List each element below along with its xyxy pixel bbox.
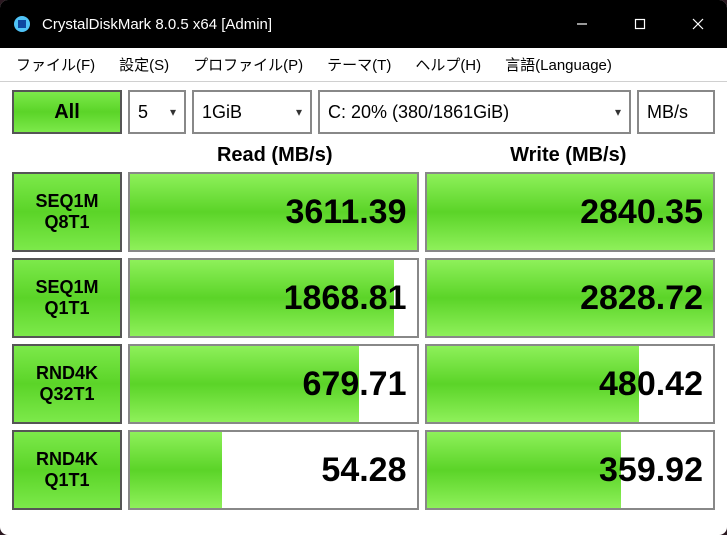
menu-file[interactable]: ファイル(F): [8, 50, 103, 79]
menu-help[interactable]: ヘルプ(H): [407, 50, 489, 79]
read-bar: [130, 432, 222, 508]
read-value: 3611.39: [285, 193, 406, 232]
test-label-1: RND4K: [36, 449, 98, 470]
run-test-button[interactable]: RND4KQ32T1: [12, 344, 122, 424]
menubar: ファイル(F) 設定(S) プロファイル(P) テーマ(T) ヘルプ(H) 言語…: [0, 48, 727, 82]
result-row: SEQ1MQ1T1 1868.81 2828.72: [12, 258, 715, 338]
unit-value: MB/s: [647, 102, 688, 123]
write-cell: 2828.72: [425, 258, 716, 338]
chevron-down-icon: ▾: [170, 105, 176, 119]
result-row: SEQ1MQ8T1 3611.39 2840.35: [12, 172, 715, 252]
results-grid: SEQ1MQ8T13611.392840.35SEQ1MQ1T11868.812…: [0, 172, 727, 522]
result-row: RND4KQ32T1 679.71 480.42: [12, 344, 715, 424]
app-icon: [12, 14, 32, 34]
toolbar: All 5 ▾ 1GiB ▾ C: 20% (380/1861GiB) ▾ MB…: [0, 82, 727, 138]
drive-value: C: 20% (380/1861GiB): [328, 102, 509, 123]
menu-settings[interactable]: 設定(S): [111, 50, 177, 79]
chevron-down-icon: ▾: [615, 105, 621, 119]
read-value: 54.28: [321, 451, 406, 490]
run-test-button[interactable]: RND4KQ1T1: [12, 430, 122, 510]
column-headers: Read (MB/s) Write (MB/s): [0, 138, 727, 172]
test-size-value: 1GiB: [202, 102, 242, 123]
test-label-1: SEQ1M: [35, 277, 98, 298]
read-cell: 679.71: [128, 344, 419, 424]
read-cell: 54.28: [128, 430, 419, 510]
titlebar: CrystalDiskMark 8.0.5 x64 [Admin]: [0, 0, 727, 48]
test-count-value: 5: [138, 102, 148, 123]
write-value: 480.42: [599, 365, 703, 404]
test-label-2: Q1T1: [44, 470, 89, 491]
menu-theme[interactable]: テーマ(T): [319, 50, 399, 79]
run-test-button[interactable]: SEQ1MQ8T1: [12, 172, 122, 252]
close-button[interactable]: [669, 0, 727, 48]
test-label-1: RND4K: [36, 363, 98, 384]
test-size-select[interactable]: 1GiB ▾: [192, 90, 312, 134]
test-label-2: Q32T1: [39, 384, 94, 405]
maximize-button[interactable]: [611, 0, 669, 48]
read-value: 1868.81: [284, 279, 407, 318]
test-count-select[interactable]: 5 ▾: [128, 90, 186, 134]
drive-select[interactable]: C: 20% (380/1861GiB) ▾: [318, 90, 631, 134]
run-test-button[interactable]: SEQ1MQ1T1: [12, 258, 122, 338]
app-window: CrystalDiskMark 8.0.5 x64 [Admin] ファイル(F…: [0, 0, 727, 535]
write-value: 2828.72: [580, 279, 703, 318]
read-header: Read (MB/s): [128, 144, 422, 167]
test-label-1: SEQ1M: [35, 191, 98, 212]
read-cell: 3611.39: [128, 172, 419, 252]
read-value: 679.71: [303, 365, 407, 404]
test-label-2: Q8T1: [44, 212, 89, 233]
write-cell: 2840.35: [425, 172, 716, 252]
chevron-down-icon: ▾: [296, 105, 302, 119]
write-cell: 480.42: [425, 344, 716, 424]
read-cell: 1868.81: [128, 258, 419, 338]
write-bar: [427, 432, 622, 508]
unit-select[interactable]: MB/s: [637, 90, 715, 134]
menu-profile[interactable]: プロファイル(P): [185, 50, 311, 79]
test-label-2: Q1T1: [44, 298, 89, 319]
window-title: CrystalDiskMark 8.0.5 x64 [Admin]: [42, 16, 553, 33]
write-cell: 359.92: [425, 430, 716, 510]
write-value: 359.92: [599, 451, 703, 490]
menu-language[interactable]: 言語(Language): [497, 50, 620, 79]
run-all-button[interactable]: All: [12, 90, 122, 134]
result-row: RND4KQ1T1 54.28 359.92: [12, 430, 715, 510]
write-header: Write (MB/s): [422, 144, 716, 167]
write-value: 2840.35: [580, 193, 703, 232]
window-controls: [553, 0, 727, 48]
minimize-button[interactable]: [553, 0, 611, 48]
